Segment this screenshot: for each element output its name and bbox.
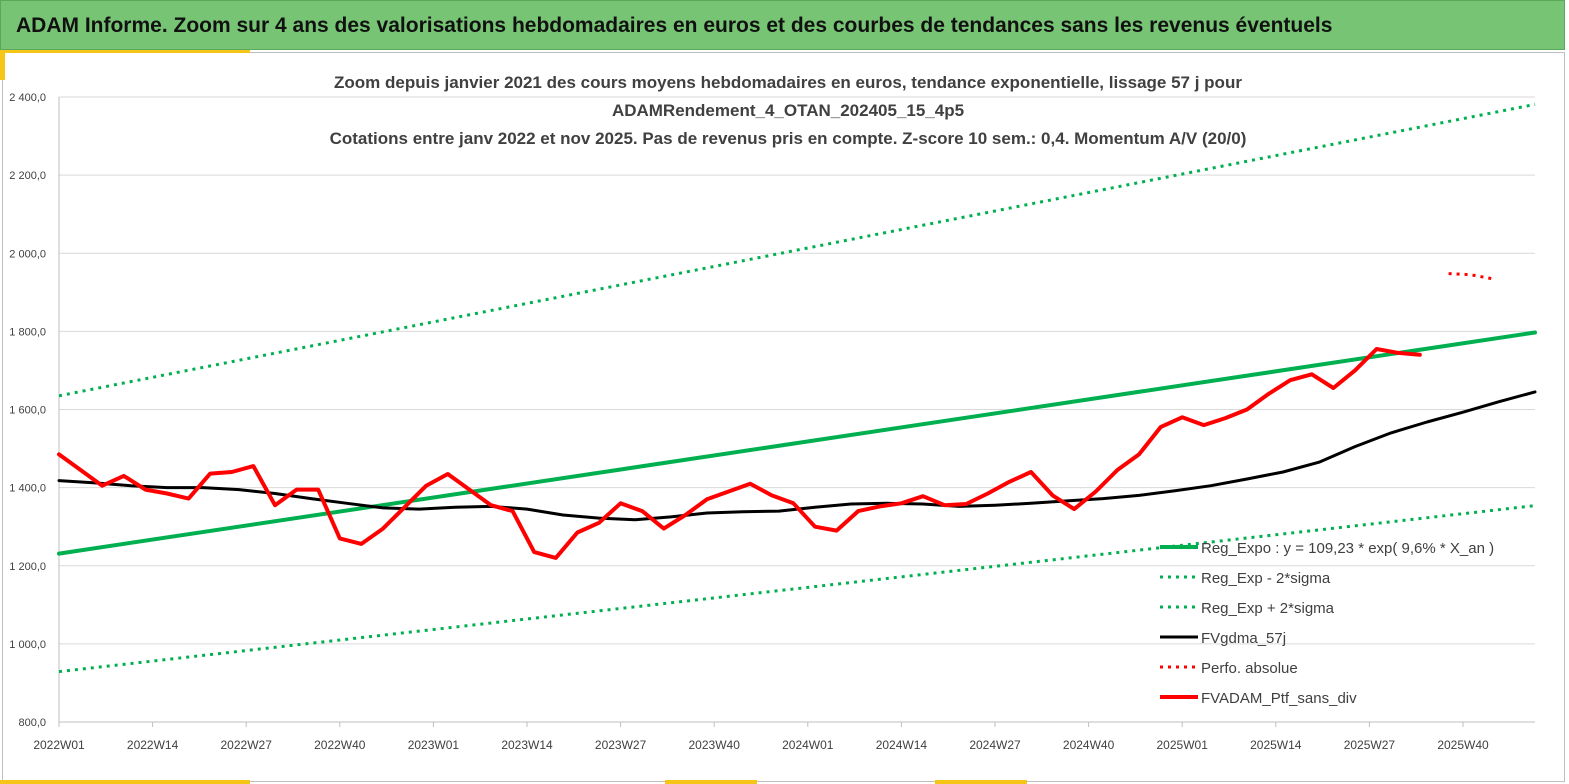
legend-label: Reg_Exp + 2*sigma — [1201, 600, 1335, 617]
x-tick-label: 2023W01 — [408, 738, 460, 752]
y-tick-label: 2 000,0 — [9, 248, 46, 260]
y-tick-label: 2 200,0 — [9, 170, 46, 182]
series-line-fvadam-ptf-sans-div — [57, 347, 1422, 560]
chart-area — [2, 52, 1565, 782]
y-tick-label: 1 400,0 — [9, 483, 46, 495]
y-tick-label: 1 600,0 — [9, 405, 46, 417]
x-tick-label: 2023W27 — [595, 738, 647, 752]
x-tick-label: 2024W01 — [782, 738, 834, 752]
page-title: ADAM Informe. Zoom sur 4 ans des valoris… — [16, 14, 1333, 37]
x-tick-label: 2022W14 — [127, 738, 179, 752]
x-tick-label: 2024W27 — [969, 738, 1021, 752]
y-tick-label: 1 000,0 — [9, 639, 46, 651]
accent-bar-left — [0, 50, 5, 80]
legend-label: Perfo. absolue — [1201, 660, 1298, 677]
accent-bar-bottom — [935, 780, 1027, 784]
legend-label: Reg_Expo : y = 109,23 * exp( 9,6% * X_an… — [1201, 540, 1494, 557]
x-tick-label: 2022W27 — [221, 738, 273, 752]
series-line-reg-exp-2-sigma — [58, 102, 1536, 398]
x-tick-label: 2024W40 — [1063, 738, 1115, 752]
chart-title-line: Cotations entre janv 2022 et nov 2025. P… — [330, 129, 1247, 148]
x-tick-label: 2025W27 — [1344, 738, 1396, 752]
x-tick-label: 2022W40 — [314, 738, 366, 752]
header-banner: ADAM Informe. Zoom sur 4 ans des valoris… — [0, 0, 1565, 50]
accent-bar-bottom — [0, 780, 250, 784]
y-tick-label: 1 800,0 — [9, 326, 46, 338]
x-tick-label: 2023W40 — [689, 738, 741, 752]
x-tick-label: 2025W01 — [1157, 738, 1209, 752]
accent-bar-bottom — [665, 780, 757, 784]
chart-title-line: ADAMRendement_4_OTAN_202405_15_4p5 — [612, 101, 964, 120]
x-tick-label: 2022W01 — [33, 738, 85, 752]
x-tick-label: 2024W14 — [876, 738, 928, 752]
y-tick-label: 2 400,0 — [9, 92, 46, 104]
chart-title-line: Zoom depuis janvier 2021 des cours moyen… — [334, 73, 1242, 92]
series-line-reg-expo-y-109-23-exp-9-6-x-an — [57, 330, 1537, 556]
legend-label: FVADAM_Ptf_sans_div — [1201, 690, 1357, 707]
legend-label: FVgdma_57j — [1201, 630, 1286, 647]
y-tick-label: 800,0 — [18, 717, 46, 729]
series-line-perfo-absolue — [1448, 272, 1493, 281]
x-tick-label: 2023W14 — [501, 738, 553, 752]
accent-bar-top — [0, 50, 250, 53]
y-tick-label: 1 200,0 — [9, 561, 46, 573]
series-line-reg-exp-2-sigma — [58, 504, 1536, 674]
legend-label: Reg_Exp - 2*sigma — [1201, 570, 1331, 587]
x-tick-label: 2025W40 — [1437, 738, 1489, 752]
x-tick-label: 2025W14 — [1250, 738, 1302, 752]
